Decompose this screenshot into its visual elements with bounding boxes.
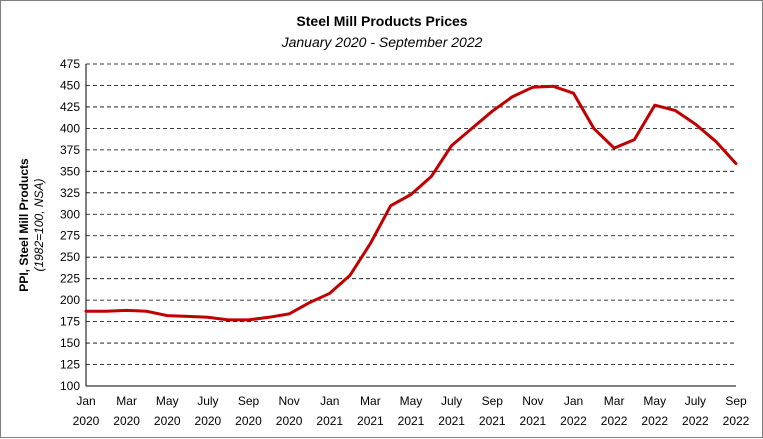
x-tick-label-year: 2022 bbox=[560, 414, 587, 428]
chart-subtitle: January 2020 - September 2022 bbox=[281, 34, 483, 50]
x-tick-label-month: Jan bbox=[76, 394, 95, 408]
x-tick-label-month: Sep bbox=[725, 394, 747, 408]
y-axis-label-note: (1982=100, NSA) bbox=[32, 178, 46, 271]
x-tick-label-month: Mar bbox=[604, 394, 625, 408]
x-tick-label-month: May bbox=[643, 394, 666, 408]
y-tick-label: 250 bbox=[60, 250, 80, 264]
y-tick-label: 325 bbox=[60, 186, 80, 200]
y-tick-label: 150 bbox=[60, 336, 80, 350]
x-tick-label-month: May bbox=[156, 394, 179, 408]
x-tick-label-year: 2022 bbox=[723, 414, 750, 428]
y-tick-label: 475 bbox=[60, 57, 80, 71]
x-tick-label-month: Mar bbox=[360, 394, 381, 408]
y-tick-label: 200 bbox=[60, 293, 80, 307]
x-tick-label-month: July bbox=[441, 394, 462, 408]
x-tick-label-month: Jan bbox=[320, 394, 339, 408]
x-tick-label-year: 2020 bbox=[73, 414, 100, 428]
y-tick-label: 400 bbox=[60, 121, 80, 135]
x-tick-label-year: 2021 bbox=[438, 414, 465, 428]
y-tick-label: 375 bbox=[60, 143, 80, 157]
y-tick-label: 125 bbox=[60, 358, 80, 372]
y-tick-label: 225 bbox=[60, 272, 80, 286]
x-tick-label-year: 2022 bbox=[641, 414, 668, 428]
y-tick-label: 275 bbox=[60, 229, 80, 243]
x-tick-label-month: Nov bbox=[522, 394, 543, 408]
x-tick-label-month: Mar bbox=[116, 394, 137, 408]
x-tick-label-year: 2021 bbox=[357, 414, 384, 428]
y-tick-label: 425 bbox=[60, 100, 80, 114]
x-tick-label-month: Sep bbox=[238, 394, 260, 408]
x-tick-label-year: 2020 bbox=[195, 414, 222, 428]
x-tick-label-month: Sep bbox=[482, 394, 504, 408]
x-tick-label-year: 2020 bbox=[235, 414, 262, 428]
x-tick-label-year: 2020 bbox=[113, 414, 140, 428]
y-tick-label: 350 bbox=[60, 164, 80, 178]
x-tick-label-year: 2020 bbox=[276, 414, 303, 428]
x-tick-label-month: Jan bbox=[564, 394, 583, 408]
x-tick-label-year: 2020 bbox=[154, 414, 181, 428]
series-line-steel-ppi bbox=[84, 84, 738, 322]
x-tick-label-year: 2022 bbox=[682, 414, 709, 428]
gridlines bbox=[86, 63, 736, 365]
x-tick-label-month: July bbox=[197, 394, 218, 408]
x-tick-label-year: 2021 bbox=[316, 414, 343, 428]
x-tick-label-year: 2021 bbox=[479, 414, 506, 428]
y-tick-labels: 100 125 150 175 200 225 250 275 300 325 350 375 400 4… bbox=[60, 57, 80, 393]
y-tick-label: 100 bbox=[60, 379, 80, 393]
chart-title: Steel Mill Products Prices bbox=[296, 13, 467, 29]
y-tick-label: 450 bbox=[60, 78, 80, 92]
x-tick-label-year: 2021 bbox=[520, 414, 547, 428]
x-tick-label-year: 2021 bbox=[398, 414, 425, 428]
y-tick-label: 300 bbox=[60, 207, 80, 221]
x-tick-label-month: May bbox=[400, 394, 423, 408]
x-tick-labels: Jan 2020 Mar 2020 May 2020 July 2020 Sep 2020 Nov 2… bbox=[73, 394, 750, 428]
x-tick-label-year: 2022 bbox=[601, 414, 628, 428]
y-axis-label: PPI, Steel Mill Products bbox=[17, 158, 31, 292]
y-tick-label: 175 bbox=[60, 315, 80, 329]
x-tick-label-month: Nov bbox=[278, 394, 299, 408]
x-tick-label-month: July bbox=[685, 394, 706, 408]
